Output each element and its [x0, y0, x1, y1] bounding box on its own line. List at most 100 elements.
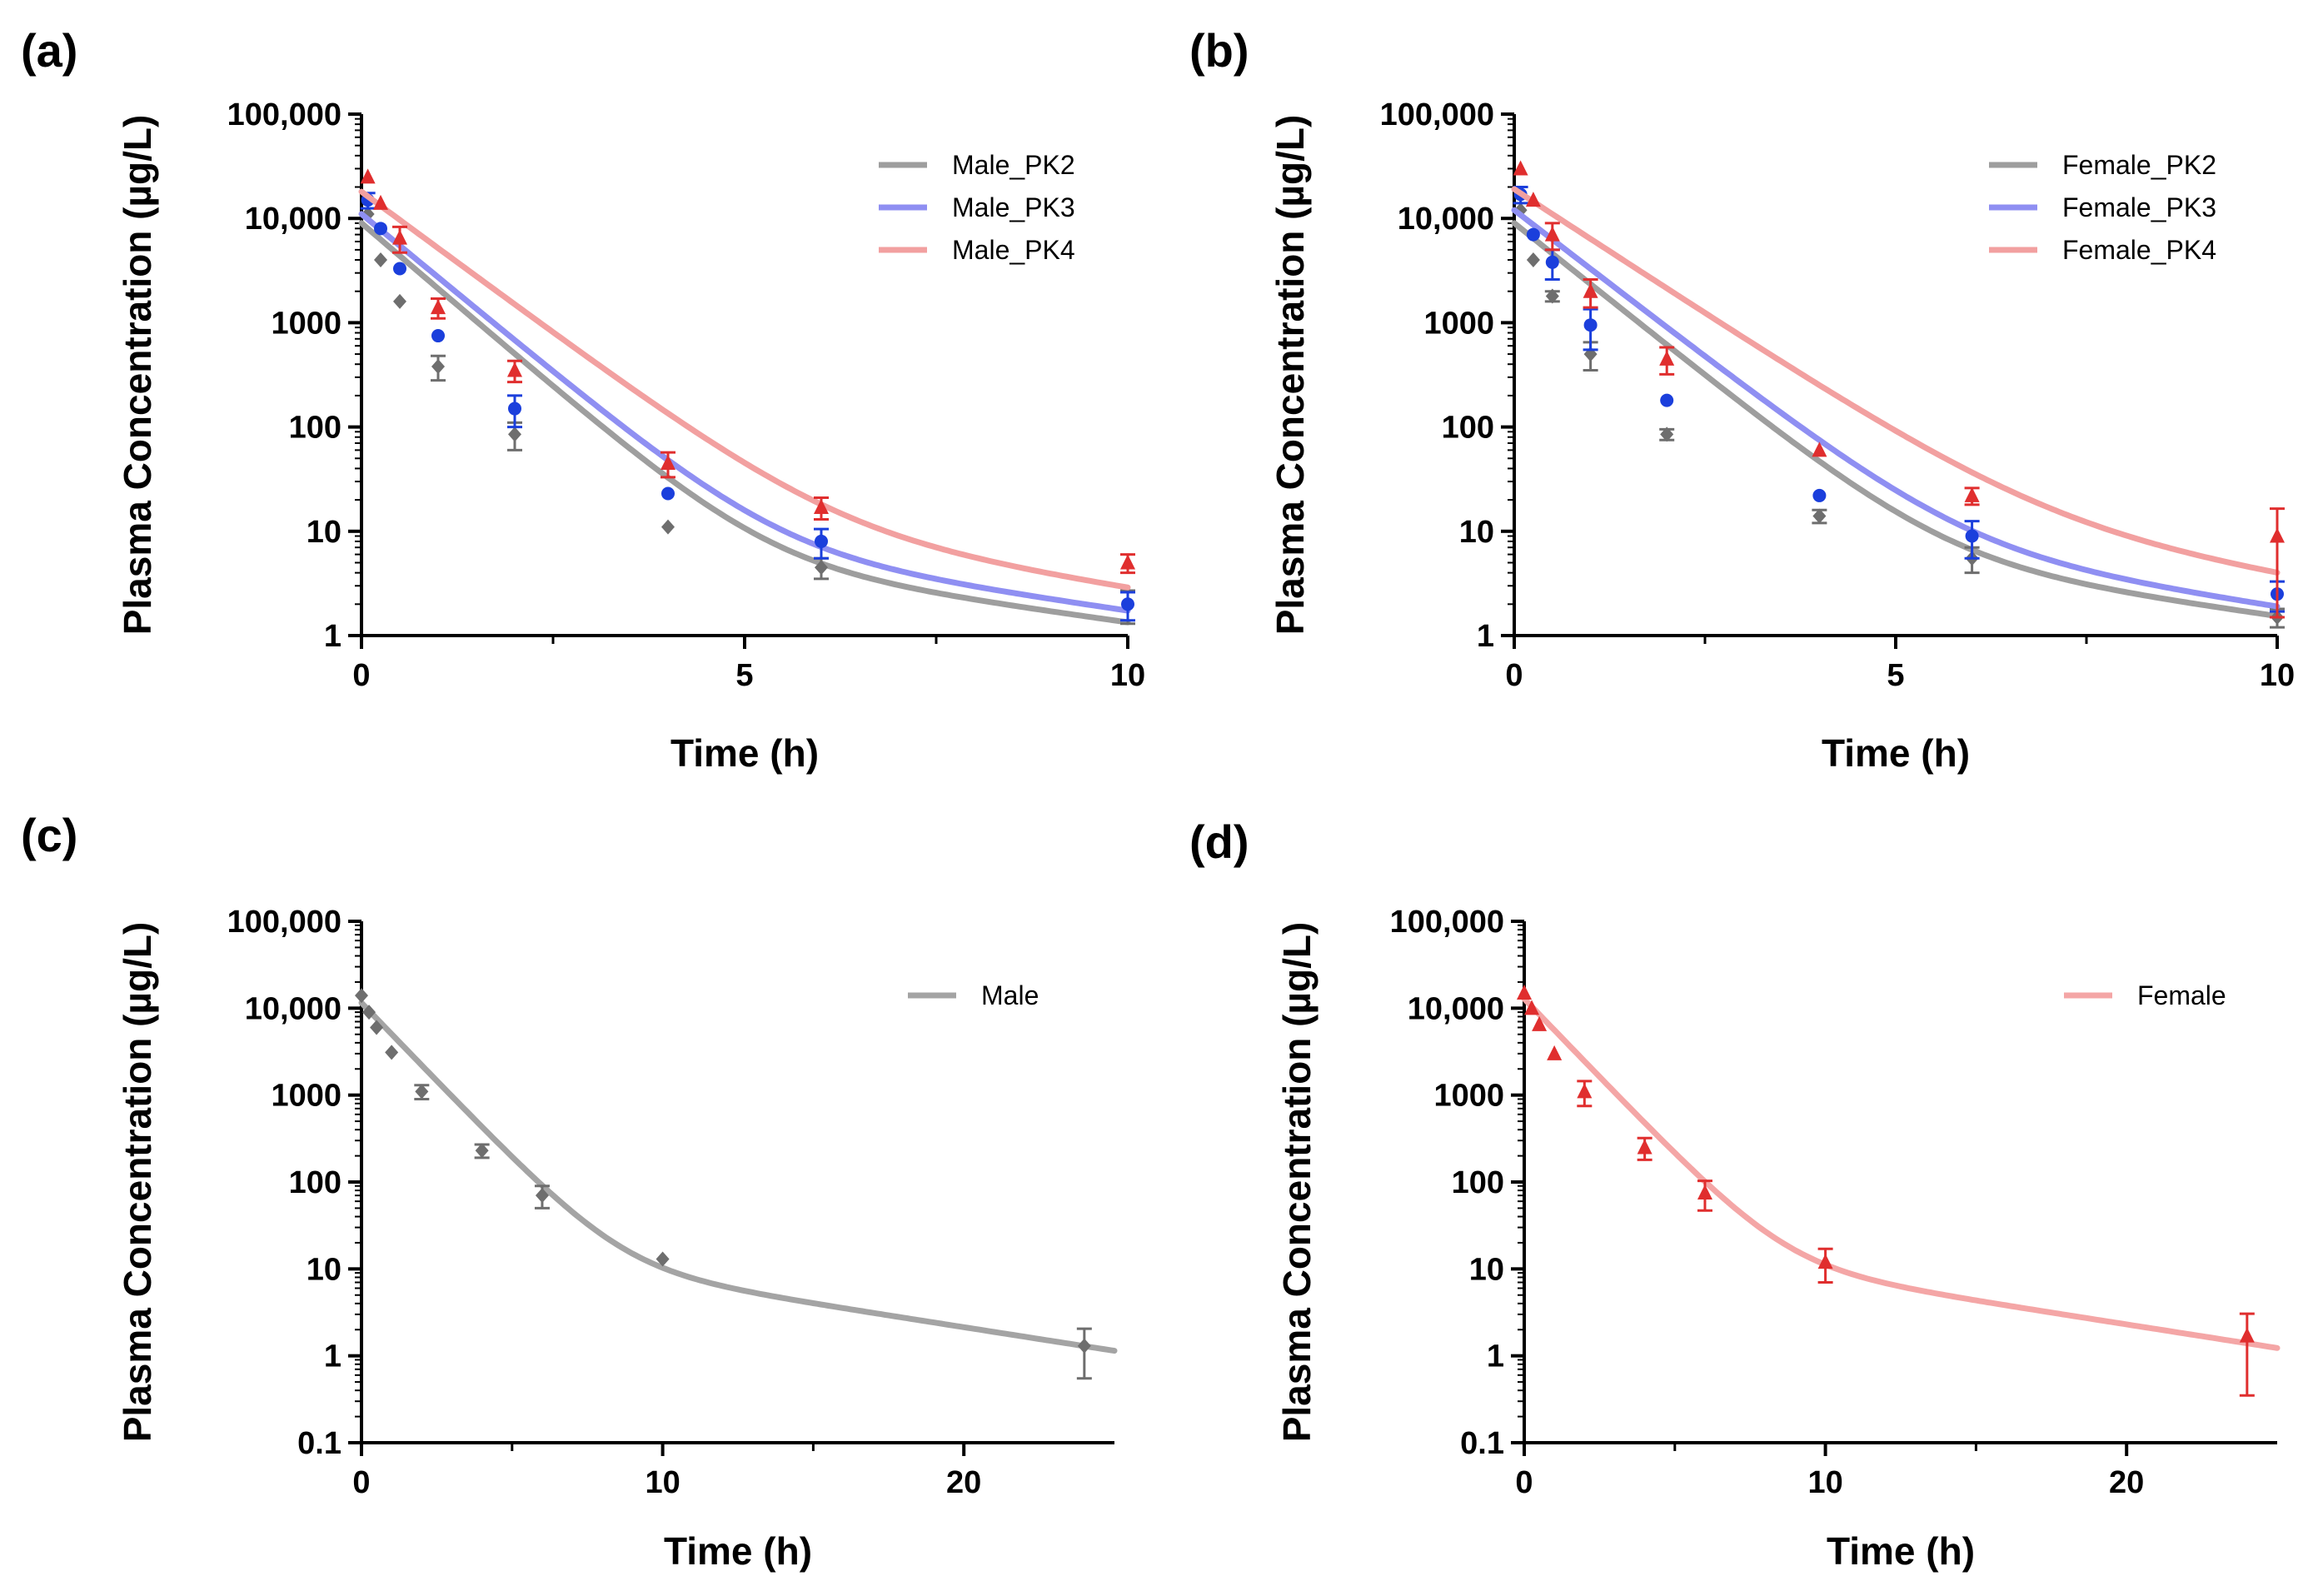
data-point — [1525, 192, 1541, 207]
panel-label: (b) — [1189, 24, 1249, 77]
chart-a: 1 10 100 1000 10,000 100,000 0 5 10 Time (h) Plasm… — [116, 97, 1145, 775]
y-tick-label: 1 — [324, 1339, 341, 1374]
y-tick-label: 1 — [1487, 1339, 1504, 1374]
y-tick-label: 1000 — [271, 306, 341, 341]
data-point — [1965, 529, 1979, 543]
axes: 1 10 100 1000 10,000 100,000 0 5 10 Time (h) Plasm… — [1269, 97, 2295, 775]
y-tick-label: 10,000 — [1408, 991, 1504, 1026]
data-point — [1583, 318, 1598, 332]
y-tick-label: 100 — [289, 1165, 341, 1200]
y-axis-title: Plasma Concentration (µg/L) — [1269, 115, 1312, 636]
y-tick-label: 10 — [307, 1252, 341, 1287]
chart-c: 0.1 1 10 100 1000 10,000 100,000 0 10 20 Time (h) P… — [116, 905, 1118, 1573]
data-point — [815, 534, 828, 548]
data-point — [1660, 426, 1674, 442]
x-tick-label: 20 — [2109, 1465, 2144, 1500]
data-point — [661, 519, 675, 535]
y-tick-label: 10 — [1469, 1252, 1504, 1287]
legend-label: Male_PK2 — [952, 150, 1075, 180]
data-point — [393, 293, 406, 309]
data-point — [814, 498, 829, 514]
x-tick-label: 5 — [1887, 658, 1904, 693]
data-point — [431, 299, 446, 315]
x-axis-title: Time (h) — [664, 1529, 812, 1573]
data-point — [393, 262, 406, 276]
data-point — [1583, 282, 1598, 298]
x-axis-title: Time (h) — [1822, 731, 1970, 775]
x-tick-label: 0 — [1505, 658, 1523, 693]
data-point — [1524, 1000, 1540, 1015]
axes: 0.1 1 10 100 1000 10,000 100,000 0 10 20 Time (h) P… — [116, 905, 1114, 1573]
data-point — [1526, 252, 1540, 268]
data-point — [1817, 1254, 1833, 1269]
legend-label: Male_PK4 — [952, 235, 1075, 265]
data-point — [1577, 1083, 1593, 1099]
x-axis-title: Time (h) — [1827, 1529, 1975, 1573]
y-axis-title: Plasma Concentration (µg/L) — [116, 115, 159, 636]
panel-b: (b) 1 10 100 1000 10,000 100,000 0 5 10 Time (h) P… — [1156, 0, 2313, 798]
data-point — [373, 194, 388, 210]
data-point — [431, 329, 445, 343]
data-point — [2239, 1327, 2255, 1343]
fit-curve — [1511, 220, 2281, 620]
y-tick-label: 0.1 — [297, 1426, 341, 1461]
data-point — [385, 1045, 399, 1060]
data-point — [661, 455, 675, 471]
data-point — [1812, 441, 1827, 457]
data-point — [1526, 227, 1540, 242]
data-point — [656, 1251, 670, 1267]
data-point — [508, 401, 521, 416]
series-Female: Female — [1517, 980, 2281, 1397]
fit-curve — [358, 220, 1131, 626]
x-tick-label: 0 — [352, 658, 370, 693]
legend-label: Female_PK2 — [2062, 150, 2216, 180]
y-axis-title: Plasma Concentration (µg/L) — [1275, 922, 1319, 1443]
data-point — [1517, 984, 1532, 1000]
x-tick-label: 10 — [645, 1465, 680, 1500]
y-tick-label: 100,000 — [1390, 905, 1504, 940]
x-tick-label: 5 — [735, 658, 753, 693]
data-point — [475, 1143, 489, 1159]
legend-label: Male — [981, 980, 1039, 1010]
legend-label: Female — [2137, 980, 2226, 1010]
data-point — [815, 560, 828, 576]
data-point — [1545, 288, 1559, 304]
series-Male: Male — [355, 980, 1118, 1380]
panel-a: (a) 1 10 100 1000 10,000 100,000 0 5 10 Time (h) P… — [0, 0, 1156, 798]
legend-label: Female_PK4 — [2062, 235, 2216, 265]
x-tick-label: 0 — [352, 1465, 370, 1500]
data-point — [1660, 393, 1674, 407]
chart-b: 1 10 100 1000 10,000 100,000 0 5 10 Time (h) Plasm… — [1269, 97, 2295, 775]
x-axis-title: Time (h) — [670, 731, 819, 775]
fit-curve — [358, 211, 1131, 614]
data-point — [392, 229, 407, 245]
data-point — [374, 222, 387, 236]
data-point — [1544, 226, 1560, 242]
y-tick-label: 10 — [1459, 515, 1494, 550]
data-point — [1637, 1139, 1652, 1155]
axes: 0.1 1 10 100 1000 10,000 100,000 0 10 20 Time (h) P… — [1275, 905, 2277, 1573]
y-tick-label: 100 — [1442, 411, 1494, 446]
x-tick-label: 10 — [2260, 658, 2295, 693]
data-point — [374, 252, 387, 268]
data-point — [362, 1005, 376, 1020]
data-point — [508, 426, 521, 442]
data-point — [1120, 554, 1135, 570]
axes: 1 10 100 1000 10,000 100,000 0 5 10 Time (h) Plasm… — [116, 97, 1145, 775]
panel-d: (d) 0.1 1 10 100 1000 10,000 100,000 0 10 20 Time … — [1156, 798, 2313, 1596]
data-point — [1697, 1185, 1712, 1200]
y-tick-label: 10 — [307, 515, 341, 550]
data-point — [415, 1084, 429, 1100]
fit-curve — [1521, 995, 2281, 1351]
data-point — [431, 359, 445, 375]
fit-curve — [1511, 207, 2281, 610]
fit-curve — [358, 1000, 1118, 1354]
y-tick-label: 10,000 — [1398, 202, 1494, 237]
y-tick-label: 100 — [289, 411, 341, 446]
data-point — [1545, 255, 1559, 269]
x-tick-label: 10 — [1110, 658, 1145, 693]
y-tick-label: 100,000 — [227, 905, 341, 940]
data-point — [1121, 597, 1134, 611]
y-axis-title: Plasma Concentration (µg/L) — [116, 922, 159, 1443]
legend-label: Male_PK3 — [952, 192, 1075, 222]
